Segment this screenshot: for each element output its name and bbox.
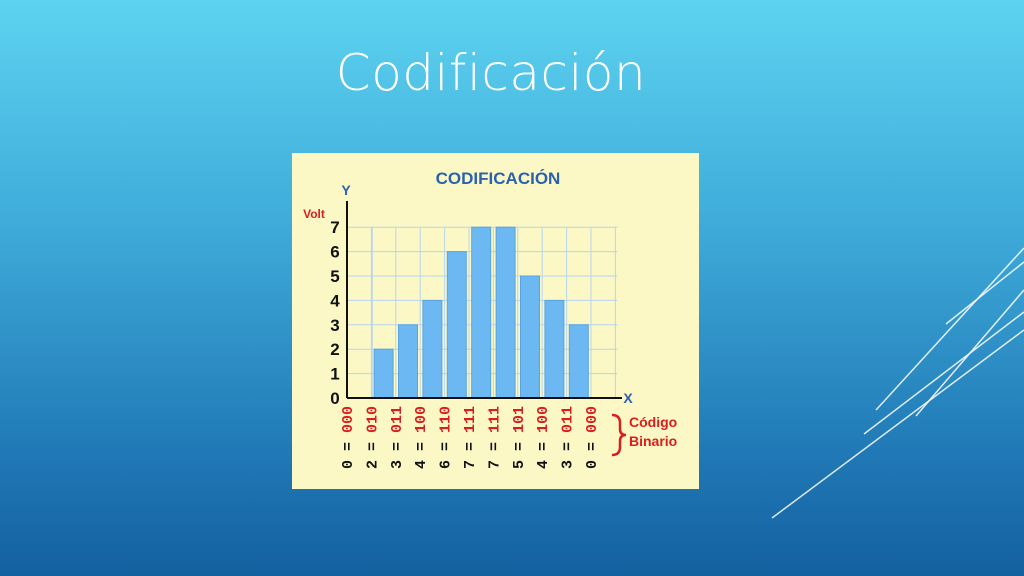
y-axis-label: Y: [341, 182, 351, 198]
y-tick-labels: 0 1 2 3 4 5 6 7: [330, 218, 340, 408]
y-tick-label: 3: [330, 316, 339, 335]
axes: [346, 201, 622, 399]
binary-code-label: 7 = 111: [462, 406, 479, 469]
x-axis-label: X: [623, 390, 633, 406]
binary-code-label: 6 = 110: [438, 406, 455, 469]
code-label-line-2: Binario: [629, 433, 677, 449]
chart-panel: CODIFICACIÓN Y Volt X 0 1 2 3 4 5 6 7 0 = 000 2 …: [292, 153, 699, 489]
y-unit-label: Volt: [303, 207, 325, 221]
y-tick-label: 2: [330, 340, 339, 359]
binary-code-label: 4 = 100: [535, 406, 552, 469]
binary-code-label: 4 = 100: [413, 406, 430, 469]
y-tick-label: 5: [330, 267, 339, 286]
binary-code-label: 3 = 011: [389, 406, 406, 469]
y-tick-label: 4: [330, 291, 340, 310]
code-label-line-1: Código: [629, 414, 677, 430]
deco-line: [875, 247, 1024, 411]
curly-brace: [611, 413, 627, 457]
binary-code-label: 2 = 010: [364, 406, 381, 469]
deco-line: [771, 329, 1024, 519]
y-tick-label: 7: [330, 218, 339, 237]
y-tick-label: 0: [330, 389, 339, 408]
chart-title: CODIFICACIÓN: [436, 169, 561, 188]
slide-title: Codificación: [335, 44, 647, 102]
binary-code-label: 5 = 101: [511, 406, 528, 469]
deco-line: [863, 311, 1024, 435]
y-tick-label: 1: [330, 365, 339, 384]
binary-code-label: 3 = 011: [560, 406, 577, 469]
bar-chart: CODIFICACIÓN Y Volt X 0 1 2 3 4 5 6 7 0 = 000 2 …: [303, 169, 677, 469]
y-tick-label: 6: [330, 243, 339, 262]
code-legend: Código Binario: [611, 413, 677, 457]
binary-code-label: 0 = 000: [584, 406, 601, 469]
deco-line: [945, 261, 1024, 325]
binary-code-labels: 0 = 000 2 = 010 3 = 011 4 = 100 6 = 110 7 = 1…: [340, 406, 601, 469]
binary-code-label: 0 = 000: [340, 406, 357, 469]
binary-code-label: 7 = 111: [486, 406, 503, 469]
